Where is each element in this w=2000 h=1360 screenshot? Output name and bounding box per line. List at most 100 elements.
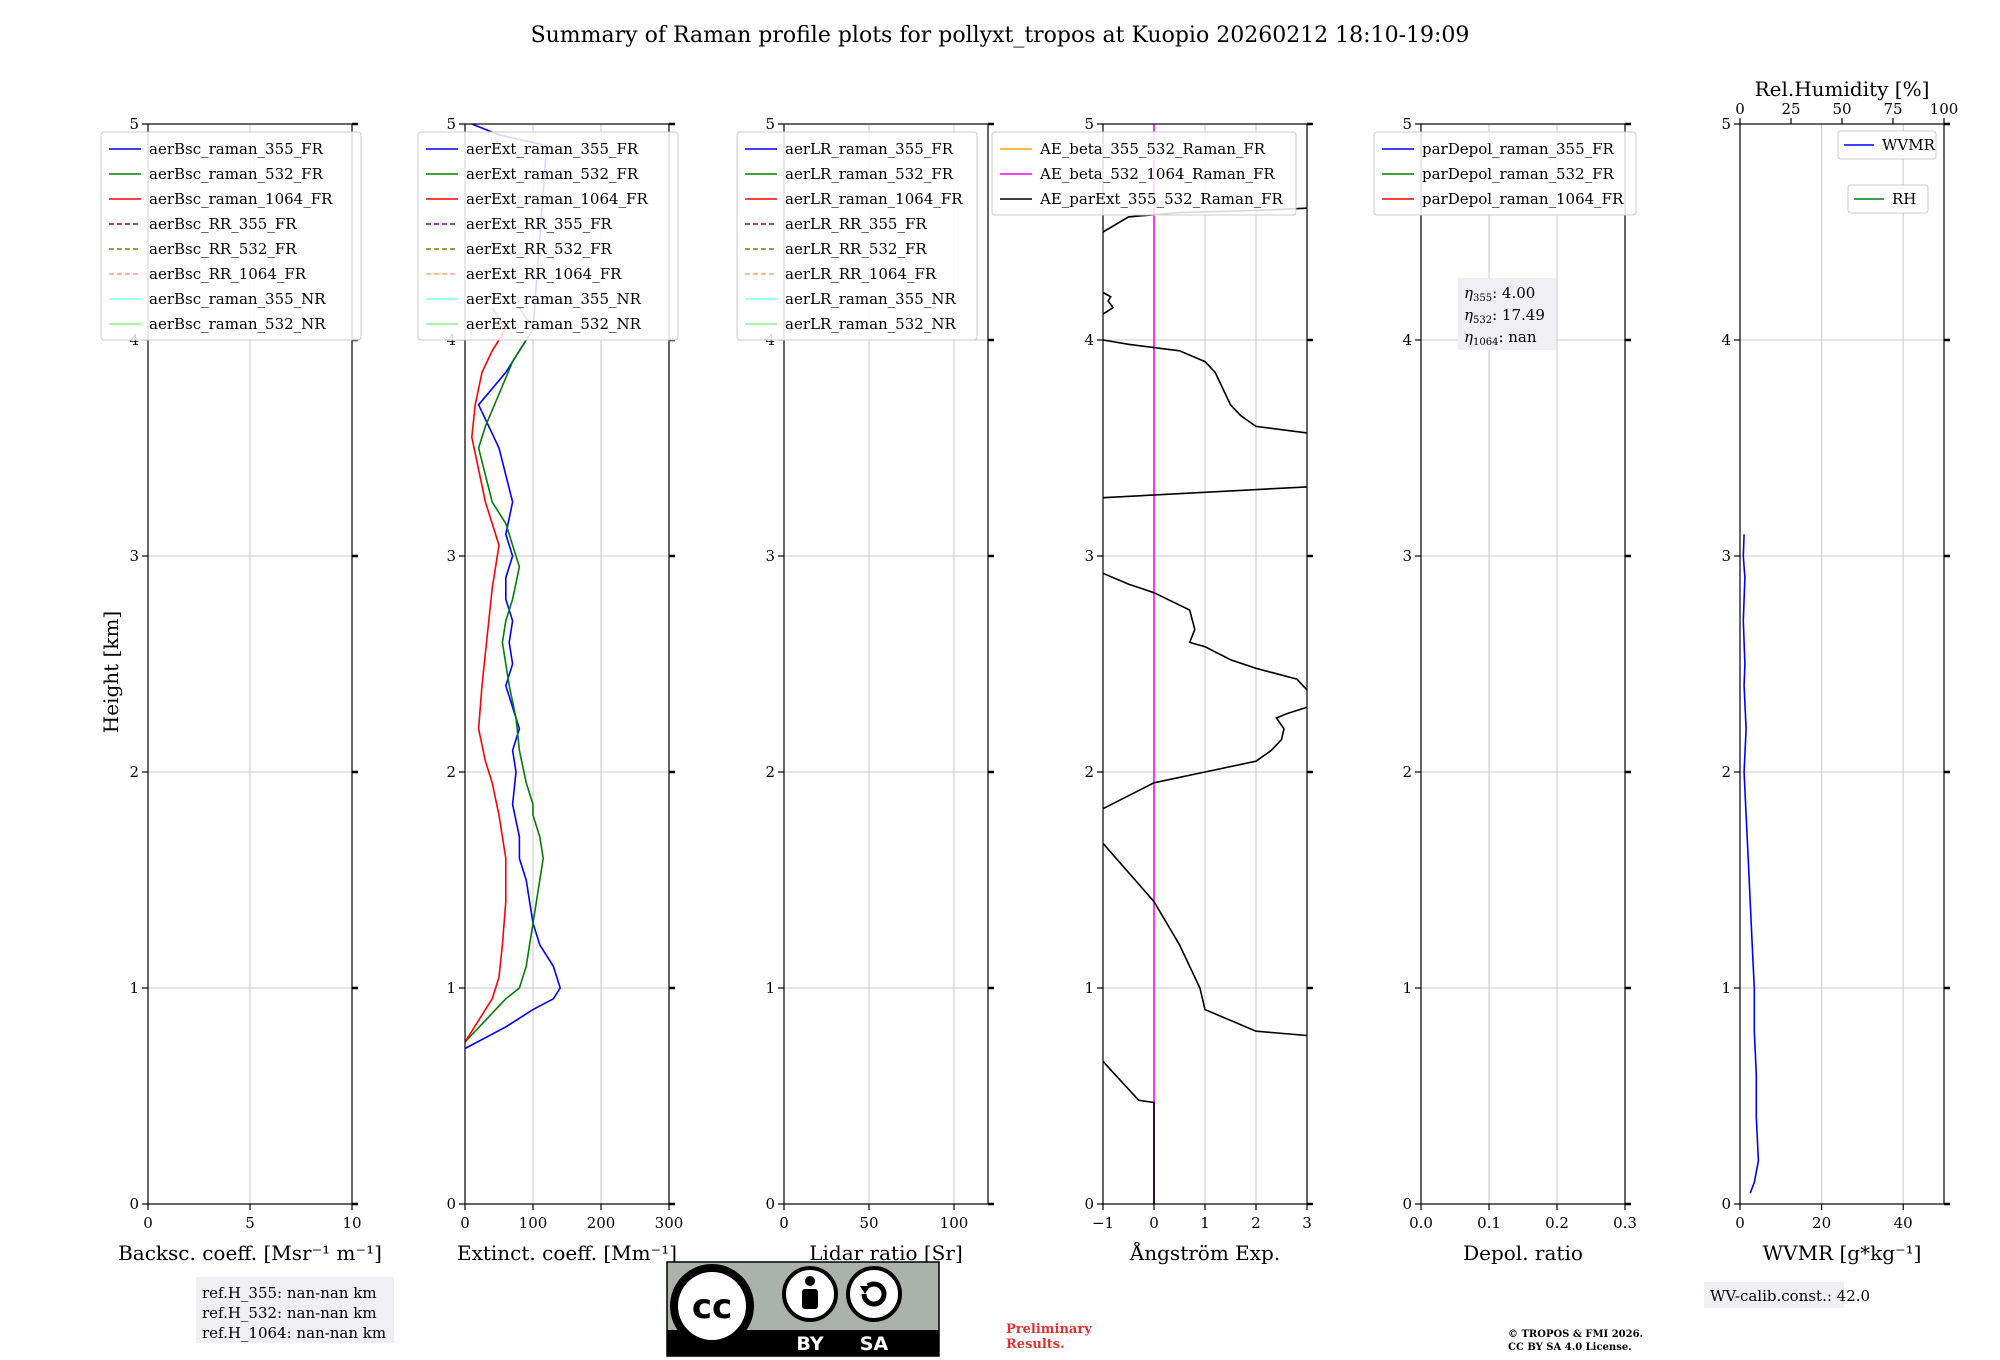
copyright-line-2: CC BY SA 4.0 License. [1508,1342,1632,1353]
y-tick-label: 1 [446,979,456,997]
ref-h-532: ref.H_532: nan-nan km [202,1304,377,1322]
y-tick-label: 5 [765,115,775,133]
y-tick-label: 3 [129,547,139,565]
preliminary-line-2: Results. [1006,1337,1065,1352]
plot-frame [783,123,989,1205]
x-tick-label: 0.0 [1409,1214,1433,1232]
y-tick-label: 3 [446,547,456,565]
y-tick-label: 0 [129,1195,139,1213]
legend-label: aerBsc_raman_532_NR [149,315,326,333]
legend-label: aerBsc_raman_1064_FR [149,190,333,208]
ref-h-355: ref.H_355: nan-nan km [202,1284,377,1302]
series-line-ae-parext-355-532-raman-fr-seg3 [1102,706,1308,810]
y-tick-label: 1 [765,979,775,997]
x-tick-label: 0 [1149,1214,1159,1232]
legend-box [991,131,1297,216]
legend-label: aerExt_RR_1064_FR [466,265,622,283]
y-tick-label: 2 [1084,763,1094,781]
series-line-aerext-raman-355-fr [464,123,562,1050]
legend-label: AE_beta_355_532_Raman_FR [1039,140,1266,158]
x-tick-label: 3 [1302,1214,1312,1232]
legend-label: aerExt_RR_532_FR [466,240,613,258]
panel-1: 0510012345Backsc. coeff. [Msr⁻¹ m⁻¹]Heig… [99,115,382,1265]
legend-label: aerLR_raman_355_FR [785,140,954,158]
series-line-ae-parext-355-532-raman-fr-seg7 [1102,291,1115,315]
top-x-axis-label: Rel.Humidity [%] [1755,77,1930,101]
y-tick-label: 1 [1402,979,1412,997]
y-tick-label: 1 [1721,979,1731,997]
y-tick-label: 5 [1721,115,1731,133]
top-x-tick-label: 50 [1832,100,1851,118]
y-tick-label: 5 [1084,115,1094,133]
x-axis-label: Lidar ratio [Sr] [809,1241,963,1265]
x-tick-label: 40 [1894,1214,1913,1232]
legend-label: aerExt_raman_1064_FR [466,190,648,208]
wv-calib-text: WV-calib.const.: 42.0 [1710,1287,1870,1305]
legend-label: aerLR_RR_355_FR [785,215,927,233]
legend-label: aerBsc_RR_1064_FR [149,265,307,283]
legend-label: aerBsc_raman_532_FR [149,165,324,183]
top-x-tick-label: 75 [1883,100,1902,118]
legend-box [417,131,679,341]
legend-label: aerLR_RR_532_FR [785,240,927,258]
y-tick-label: 3 [1402,547,1412,565]
panel-2: 0100200300012345Extinct. coeff. [Mm⁻¹]ae… [417,115,684,1265]
series-line-ae-parext-355-532-raman-fr-seg2 [1102,842,1308,1037]
x-axis-label: Extinct. coeff. [Mm⁻¹] [457,1241,677,1265]
legend-label: aerLR_raman_355_NR [785,290,956,308]
legend-label: aerLR_raman_532_NR [785,315,956,333]
legend-label: aerExt_raman_355_FR [466,140,639,158]
legend-label: AE_parExt_355_532_Raman_FR [1039,190,1284,208]
y-tick-label: 5 [1402,115,1412,133]
sa-share-icon [846,1266,902,1322]
figure-title: Summary of Raman profile plots for polly… [531,23,1470,48]
legend-label: aerExt_raman_532_FR [466,165,639,183]
x-tick-label: 1 [1200,1214,1210,1232]
legend-label: aerExt_raman_532_NR [466,315,642,333]
top-x-tick-label: 25 [1781,100,1800,118]
x-tick-label: 50 [859,1214,878,1232]
series-line-ae-parext-355-532-raman-fr-seg6 [1102,339,1308,434]
x-tick-label: 0.1 [1477,1214,1501,1232]
x-axis-label: Backsc. coeff. [Msr⁻¹ m⁻¹] [118,1241,382,1265]
series-line-aerext-raman-1064-fr [464,307,507,1043]
sa-label: SA [860,1333,889,1355]
legend-label: aerBsc_RR_532_FR [149,240,297,258]
x-tick-label: 20 [1812,1214,1831,1232]
legend-label: aerExt_RR_355_FR [466,215,613,233]
reference-height-box: ref.H_355: nan-nan km ref.H_532: nan-nan… [196,1277,394,1343]
y-tick-label: 2 [765,763,775,781]
plot-frame [1739,123,1945,1205]
legend-label: aerBsc_raman_355_NR [149,290,326,308]
x-tick-label: 0 [143,1214,153,1232]
series-line-ae-parext-355-532-raman-fr-seg4 [1102,572,1308,691]
x-tick-label: 2 [1251,1214,1261,1232]
legend-label: AE_beta_532_1064_Raman_FR [1039,165,1275,183]
x-axis-label: Ångström Exp. [1129,1240,1280,1265]
y-tick-label: 0 [1084,1195,1094,1213]
x-tick-label: −1 [1092,1214,1114,1232]
y-tick-label: 5 [129,115,139,133]
x-axis-label: WVMR [g*kg⁻¹] [1763,1241,1922,1265]
x-tick-label: 100 [519,1214,548,1232]
legend-label: WVMR [1882,136,1936,154]
top-x-tick-label: 100 [1930,100,1959,118]
eta-532: η532: 17.49 [1464,306,1545,326]
x-tick-label: 300 [655,1214,684,1232]
legend-label: aerExt_raman_355_NR [466,290,642,308]
legend-label: aerLR_raman_532_FR [785,165,954,183]
wv-calibration-box: WV-calib.const.: 42.0 [1704,1282,1870,1308]
plot-frame [464,123,670,1205]
x-tick-label: 0 [1735,1214,1745,1232]
legend-label: parDepol_raman_532_FR [1422,165,1615,183]
panel-5: 0.0 0.1 0.2 0.3 0 1 2 3 4 5 Depol. ratio parDepol_r… [1373,115,1637,1265]
eta-1064: η1064: nan [1464,328,1537,348]
copyright-line-1: © TROPOS & FMI 2026. [1508,1329,1643,1340]
y-tick-label: 2 [1402,763,1412,781]
y-axis-label: Height [km] [99,611,123,733]
x-tick-label: 0 [460,1214,470,1232]
plot-frame [1420,123,1626,1205]
panel-6: 0 20 40 0 1 2 3 4 5 WVMR [g*kg⁻¹] 0 25 50 75 100Rel.Hu… [1721,77,1958,1265]
